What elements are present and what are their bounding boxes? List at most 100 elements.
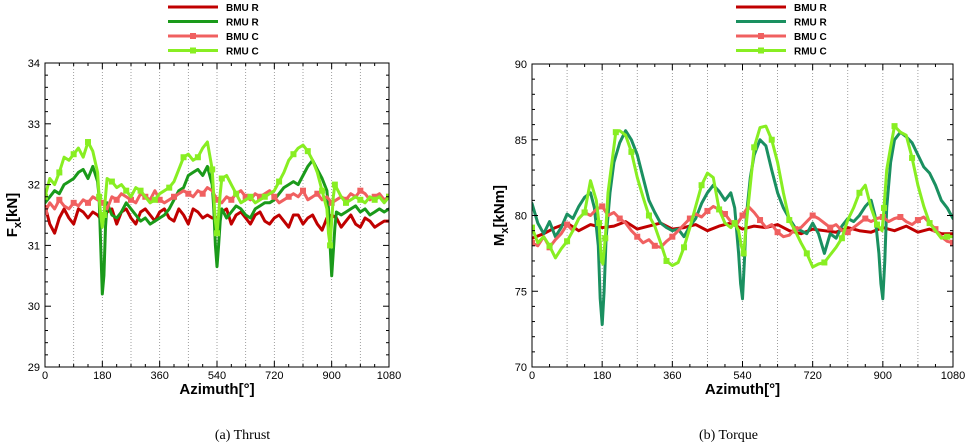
- torque-marker-rmu-c: [596, 220, 603, 227]
- thrust-marker-bmu-c: [214, 196, 220, 203]
- thrust-y-tick-label: 31: [28, 240, 40, 252]
- thrust-marker-rmu-c: [123, 187, 130, 194]
- thrust-marker-rmu-c: [304, 148, 311, 155]
- torque-x-tick-label: 1080: [941, 370, 965, 382]
- torque-marker-bmu-c: [599, 203, 606, 210]
- torque-marker-rmu-c: [546, 242, 553, 249]
- thrust-series-rmu-r: [45, 158, 389, 296]
- thrust-marker-rmu-c: [180, 154, 187, 161]
- thrust-y-tick-label: 30: [28, 301, 40, 313]
- thrust-marker-rmu-c: [357, 196, 364, 203]
- thrust-marker-rmu-c: [108, 178, 115, 185]
- torque-marker-rmu-c: [532, 224, 535, 231]
- thrust-marker-rmu-c: [218, 175, 225, 182]
- thrust-marker-bmu-c: [199, 190, 206, 197]
- torque-marker-bmu-c: [950, 239, 953, 246]
- torque-marker-rmu-c: [873, 221, 880, 228]
- torque-marker-bmu-c: [532, 239, 535, 246]
- torque-marker-bmu-c: [897, 214, 904, 221]
- torque-marker-rmu-c: [838, 235, 845, 242]
- torque-y-tick-label: 80: [515, 211, 527, 223]
- torque-marker-bmu-c: [686, 215, 693, 222]
- thrust-marker-rmu-c: [96, 193, 103, 200]
- thrust-marker-bmu-c: [285, 193, 292, 200]
- thrust-marker-rmu-c: [100, 212, 107, 218]
- torque-marker-rmu-c: [681, 244, 688, 251]
- thrust-x-tick-label: 900: [322, 370, 340, 382]
- thrust-legend-label-rmu-c: RMU C: [226, 47, 259, 58]
- torque-legend-label-rmu-r: RMU R: [794, 18, 828, 29]
- thrust-marker-bmu-c: [242, 193, 249, 200]
- thrust-marker-bmu-c: [300, 187, 306, 194]
- torque-x-tick-label: 720: [803, 370, 821, 382]
- thrust-marker-bmu-c: [171, 193, 177, 200]
- thrust-legend-marker-rmu-c: [190, 47, 196, 54]
- torque-marker-rmu-c: [716, 206, 723, 213]
- thrust-marker-rmu-c: [70, 151, 77, 158]
- thrust-marker-rmu-c: [290, 151, 297, 158]
- torque-marker-rmu-c: [803, 250, 810, 257]
- torque-marker-rmu-c: [926, 220, 933, 227]
- thrust-x-tick-label: 720: [265, 370, 283, 382]
- thrust-marker-rmu-c: [151, 196, 158, 203]
- thrust-marker-bmu-c: [85, 199, 91, 206]
- thrust-chart: 0 180 360 540 720 900 1080 29 30 31 32 33 34 Azimuth[…: [4, 3, 401, 398]
- thrust-marker-rmu-c: [56, 169, 63, 176]
- thrust-marker-bmu-c: [185, 190, 192, 197]
- torque-y-tick-label: 85: [515, 135, 527, 147]
- torque-x-tick-label: 180: [593, 370, 611, 382]
- torque-x-tick-label: 0: [529, 370, 535, 382]
- torque-marker-bmu-c: [739, 212, 746, 219]
- torque-x-axis-title: Azimuth[°]: [705, 381, 780, 398]
- torque-y-axis-title: Mx[kNm]: [491, 185, 511, 246]
- torque-marker-rmu-c: [564, 238, 571, 245]
- torque-marker-bmu-c: [721, 210, 728, 217]
- thrust-marker-bmu-c: [228, 196, 235, 203]
- torque-marker-rmu-c: [645, 212, 652, 219]
- thrust-y-tick-label: 34: [28, 58, 40, 70]
- thrust-series-rmu-c: [45, 140, 389, 247]
- torque-y-tick-label: 90: [515, 59, 527, 71]
- thrust-marker-rmu-c: [194, 154, 201, 161]
- torque-marker-bmu-c: [634, 233, 641, 240]
- thrust-y-tick-label: 32: [28, 180, 40, 192]
- torque-legend-label-bmu-c: BMU C: [794, 32, 827, 43]
- thrust-x-tick-label: 360: [150, 370, 168, 382]
- torque-marker-bmu-c: [862, 215, 869, 222]
- torque-marker-bmu-c: [669, 233, 676, 240]
- torque-marker-rmu-c: [856, 189, 863, 196]
- torque-marker-bmu-c: [844, 229, 851, 236]
- thrust-legend-label-rmu-r: RMU R: [226, 18, 260, 29]
- thrust-legend-label-bmu-r: BMU R: [226, 3, 260, 14]
- thrust-marker-bmu-c: [357, 187, 364, 194]
- thrust-marker-bmu-c: [371, 193, 378, 200]
- torque-y-tick-label: 75: [515, 286, 527, 298]
- torque-x-tick-label: 900: [874, 370, 892, 382]
- thrust-y-axis-title: Fx[kN]: [4, 193, 24, 237]
- torque-chart: 0 180 360 540 720 900 1080 70 75 80 85 90 Azimuth[°]…: [491, 3, 965, 398]
- thrust-marker-rmu-c: [319, 187, 326, 194]
- torque-marker-rmu-c: [768, 136, 775, 143]
- thrust-marker-bmu-c: [314, 190, 321, 197]
- thrust-marker-rmu-c: [214, 230, 220, 237]
- torque-marker-bmu-c: [774, 229, 781, 236]
- torque-marker-rmu-c: [751, 144, 758, 151]
- thrust-legend-marker-bmu-c: [190, 33, 196, 39]
- torque-legend-label-bmu-r: BMU R: [794, 3, 828, 14]
- thrust-marker-rmu-c: [166, 184, 173, 191]
- torque-x-tick-label: 540: [733, 370, 751, 382]
- torque-marker-rmu-c: [891, 123, 898, 130]
- torque-marker-rmu-c: [602, 235, 609, 242]
- torque-marker-bmu-c: [757, 217, 764, 224]
- torque-marker-rmu-c: [786, 217, 793, 224]
- thrust-legend-label-bmu-c: BMU C: [226, 32, 259, 43]
- torque-marker-rmu-c: [731, 220, 738, 227]
- thrust-panel: 0 180 360 540 720 900 1080 29 30 31 32 33 34 Azimuth[…: [0, 0, 485, 448]
- thrust-marker-bmu-c: [257, 193, 263, 200]
- thrust-marker-rmu-c: [261, 193, 268, 200]
- torque-marker-bmu-c: [651, 242, 658, 249]
- torque-marker-bmu-c: [827, 224, 834, 231]
- torque-marker-bmu-c: [564, 221, 571, 228]
- thrust-marker-bmu-c: [271, 193, 278, 200]
- torque-marker-rmu-c: [698, 182, 705, 189]
